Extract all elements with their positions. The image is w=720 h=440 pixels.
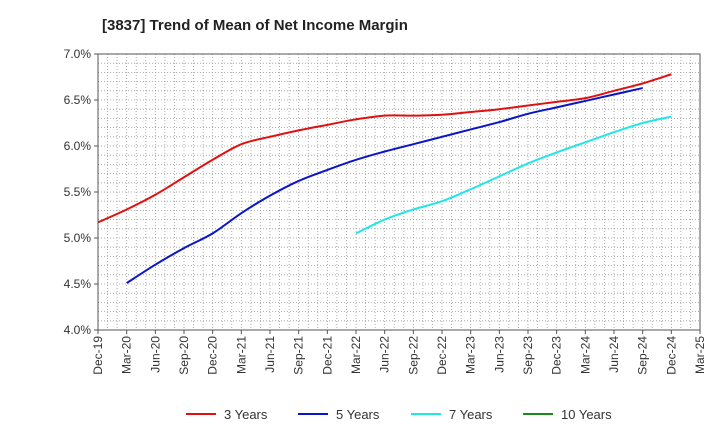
x-tick-label: Jun-21 bbox=[263, 336, 277, 373]
x-tick-label: Mar-25 bbox=[693, 336, 707, 374]
x-tick-label: Jun-23 bbox=[492, 336, 506, 373]
y-tick-label: 6.0% bbox=[64, 139, 92, 153]
chart-title: [3837] Trend of Mean of Net Income Margi… bbox=[102, 17, 408, 34]
x-tick-label: Mar-22 bbox=[349, 336, 363, 374]
x-tick-label: Sep-23 bbox=[521, 336, 535, 375]
x-tick-label: Sep-24 bbox=[636, 336, 650, 375]
series-line-7-years bbox=[355, 115, 672, 235]
x-tick-label: Jun-24 bbox=[607, 336, 621, 373]
x-tick-label: Dec-23 bbox=[550, 336, 564, 375]
x-tick-label: Dec-19 bbox=[91, 336, 105, 375]
legend-label-10-years: 10 Years bbox=[561, 407, 612, 422]
y-tick-label: 6.5% bbox=[64, 93, 92, 107]
y-tick-label: 7.0% bbox=[64, 47, 92, 61]
series-line-5-years bbox=[126, 87, 643, 284]
legend: 3 Years 5 Years 7 Years 10 Years bbox=[186, 407, 612, 422]
x-tick-label: Dec-24 bbox=[664, 336, 678, 375]
x-tick-label: Mar-21 bbox=[234, 336, 248, 374]
x-tick-label: Jun-20 bbox=[148, 336, 162, 373]
x-tick-label: Sep-20 bbox=[177, 336, 191, 375]
y-axis-ticks: 4.0% 4.5% 5.0% 5.5% 6.0% 6.5% 7.0% bbox=[64, 47, 98, 337]
grid bbox=[98, 54, 700, 330]
y-tick-label: 4.5% bbox=[64, 277, 92, 291]
y-tick-label: 5.5% bbox=[64, 185, 92, 199]
legend-label-3-years: 3 Years bbox=[224, 407, 268, 422]
x-tick-label: Dec-21 bbox=[320, 336, 334, 375]
series-lines bbox=[97, 73, 672, 284]
x-tick-label: Sep-22 bbox=[406, 336, 420, 375]
x-tick-label: Jun-22 bbox=[378, 336, 392, 373]
series-line-3-years bbox=[97, 73, 672, 224]
x-tick-label: Mar-23 bbox=[464, 336, 478, 374]
x-tick-label: Sep-21 bbox=[292, 336, 306, 375]
x-tick-label: Dec-20 bbox=[206, 336, 220, 375]
legend-label-5-years: 5 Years bbox=[336, 407, 380, 422]
x-tick-label: Mar-20 bbox=[120, 336, 134, 374]
legend-label-7-years: 7 Years bbox=[449, 407, 493, 422]
y-tick-label: 5.0% bbox=[64, 231, 92, 245]
y-tick-label: 4.0% bbox=[64, 323, 92, 337]
x-axis-ticks: Dec-19 Mar-20 Jun-20 Sep-20 Dec-20 Mar-21 Jun-… bbox=[91, 330, 707, 375]
x-tick-label: Dec-22 bbox=[435, 336, 449, 375]
x-tick-label: Mar-24 bbox=[578, 336, 592, 374]
